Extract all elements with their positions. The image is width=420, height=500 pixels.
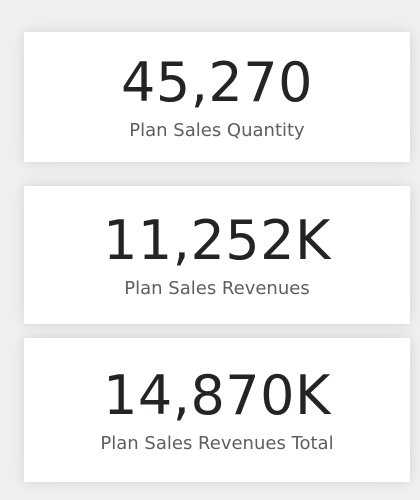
kpi-label: Plan Sales Quantity <box>129 120 305 142</box>
kpi-value: 14,870K <box>103 364 331 428</box>
kpi-card-plan-sales-revenues[interactable]: 11,252K Plan Sales Revenues <box>24 186 410 324</box>
kpi-card-plan-sales-revenues-total[interactable]: 14,870K Plan Sales Revenues Total <box>24 338 410 482</box>
kpi-label: Plan Sales Revenues <box>124 278 310 300</box>
kpi-card-plan-sales-quantity[interactable]: 45,270 Plan Sales Quantity <box>24 32 410 162</box>
kpi-value: 45,270 <box>121 51 313 115</box>
kpi-label: Plan Sales Revenues Total <box>100 433 334 455</box>
kpi-value: 11,252K <box>103 209 331 273</box>
